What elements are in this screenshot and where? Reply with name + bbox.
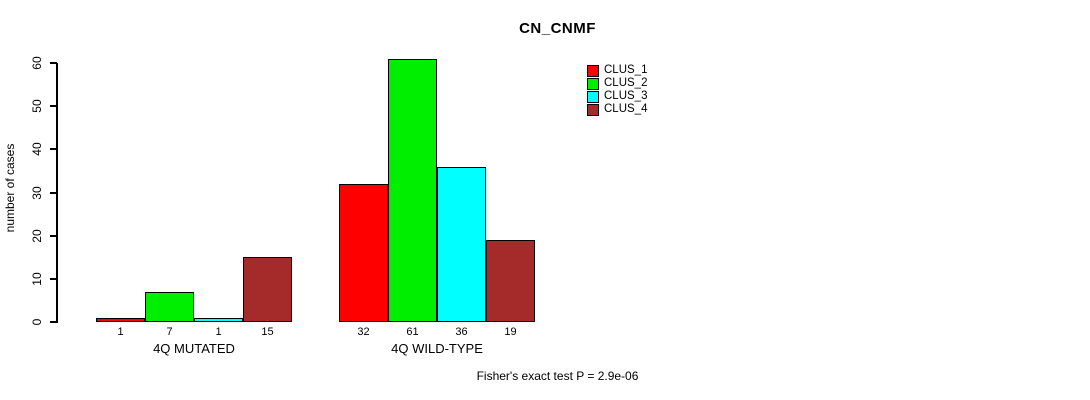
bar-value-label: 19 [504, 326, 517, 338]
y-tick [50, 148, 57, 150]
fisher-test-annotation: Fisher's exact test P = 2.9e-06 [476, 369, 639, 383]
bar-value-label: 61 [406, 326, 419, 338]
legend-label: CLUS_3 [604, 90, 648, 102]
bar-value-label: 32 [357, 326, 370, 338]
chart-title: CN_CNMF [519, 20, 596, 37]
y-tick [50, 192, 57, 194]
bar-value-label: 7 [166, 326, 173, 338]
legend-row: CLUS_2 [587, 77, 647, 90]
y-tick-label: 40 [30, 142, 44, 156]
bar-value-label: 15 [261, 326, 274, 338]
y-tick [50, 62, 57, 64]
legend-label: CLUS_1 [604, 64, 648, 76]
x-axis-group-label: 4Q MUTATED [153, 341, 235, 356]
y-tick-label: 20 [30, 229, 44, 243]
bar-value-label: 36 [455, 326, 468, 338]
legend-swatch-clus_1 [587, 64, 599, 77]
y-tick [50, 235, 57, 237]
legend-swatch-clus_3 [587, 90, 599, 103]
bar-clus_2-group2 [388, 59, 437, 322]
y-tick-label: 60 [30, 56, 44, 70]
y-tick [50, 105, 57, 107]
y-tick [50, 321, 57, 323]
y-tick [50, 278, 57, 280]
bar-value-label: 1 [215, 326, 222, 338]
legend-swatch-clus_4 [587, 103, 599, 116]
bar-clus_1-group1 [96, 318, 145, 322]
legend-label: CLUS_2 [604, 77, 648, 89]
legend-label: CLUS_4 [604, 103, 648, 115]
legend-row: CLUS_1 [587, 64, 647, 77]
bar-clus_3-group1 [194, 318, 243, 322]
legend-row: CLUS_4 [587, 103, 647, 116]
bar-clus_1-group2 [339, 184, 388, 322]
y-axis-line [56, 63, 58, 323]
bar-clus_2-group1 [145, 292, 194, 322]
legend: CLUS_1 CLUS_2 CLUS_3 CLUS_4 [587, 64, 647, 116]
bar-value-label: 1 [117, 326, 124, 338]
x-axis-group-label: 4Q WILD-TYPE [391, 341, 483, 356]
legend-swatch-clus_2 [587, 77, 599, 90]
bar-clus_4-group2 [486, 240, 535, 322]
bar-clus_3-group2 [437, 167, 486, 322]
y-tick-label: 50 [30, 99, 44, 113]
legend-row: CLUS_3 [587, 90, 647, 103]
y-tick-label: 10 [30, 272, 44, 286]
bar-clus_4-group1 [243, 257, 292, 322]
y-axis-title: number of cases [3, 143, 17, 233]
y-tick-label: 0 [30, 318, 44, 326]
y-tick-label: 30 [30, 186, 44, 200]
